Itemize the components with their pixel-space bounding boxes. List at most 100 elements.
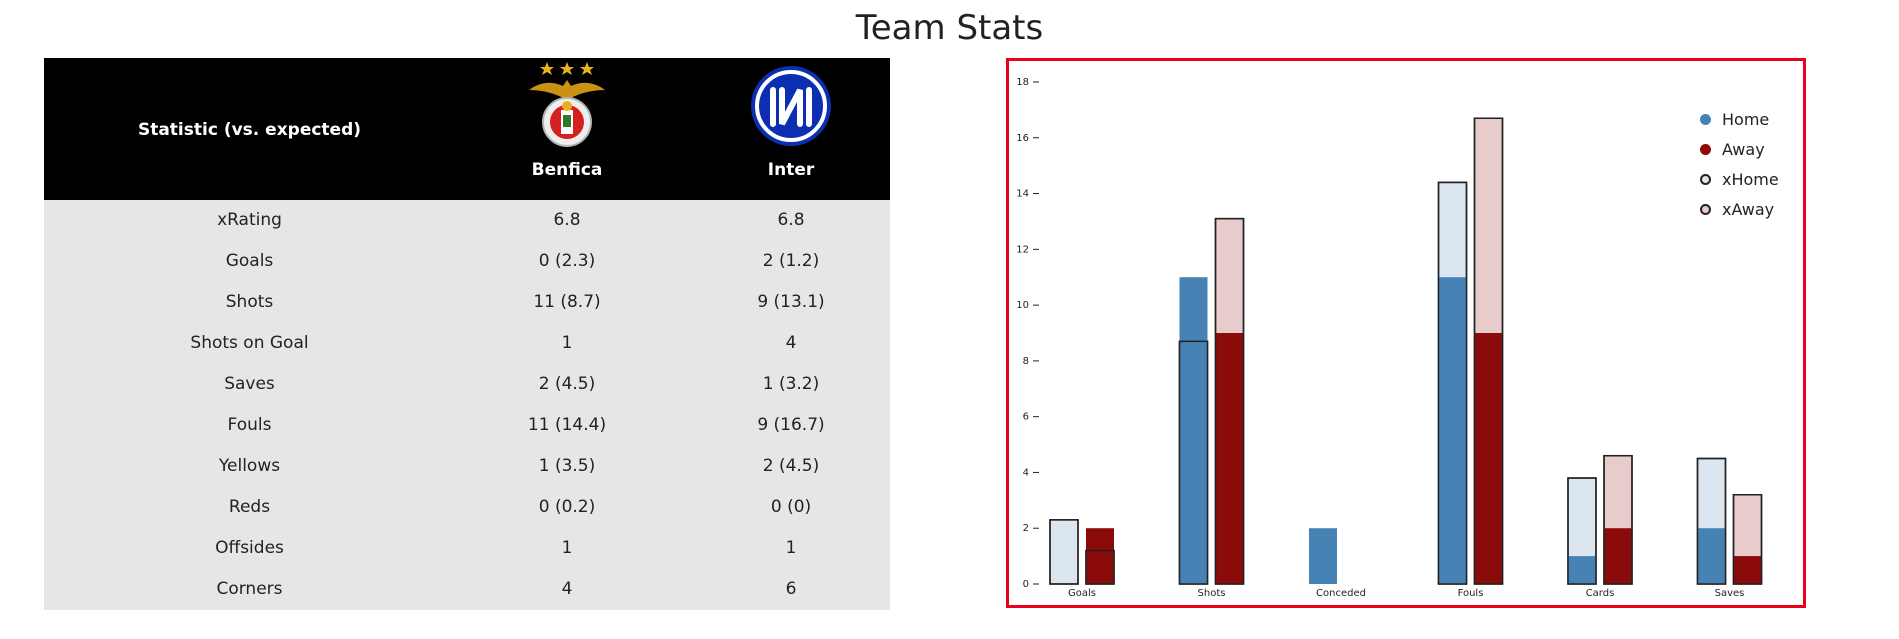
benfica-crest-icon (529, 62, 605, 147)
bar-chart: 0 2 4 6 8 10 12 14 16 18 Goals Shots Conceded Fouls Ca… (1016, 77, 1763, 599)
home-value: 11 (8.7) (533, 292, 601, 312)
stat-label: Reds (228, 497, 271, 517)
away-value: 6 (785, 579, 797, 599)
home-value: 0 (0.2) (538, 497, 596, 517)
y-tick-label: 14 (1016, 189, 1029, 200)
stat-label: Yellows (218, 456, 281, 476)
stat-label: Fouls (227, 415, 272, 435)
x-tick-label: Conceded (1316, 588, 1366, 599)
xhome-bar-outline (1178, 340, 1209, 585)
legend-label-xaway: xAway (1722, 200, 1775, 219)
inter-crest-icon (751, 66, 831, 146)
home-value: 1 (561, 333, 573, 353)
x-tick-label: Fouls (1458, 588, 1484, 599)
table-row: Offsides 1 1 (44, 528, 890, 569)
x-tick-label: Cards (1586, 588, 1615, 599)
home-bar (1697, 528, 1726, 584)
xhome-bar (1049, 519, 1079, 585)
away-value: 9 (16.7) (757, 415, 825, 435)
away-bar (1215, 333, 1244, 584)
stat-label: Shots on Goal (190, 333, 309, 353)
xaway-bar-outline (1085, 549, 1115, 585)
stat-label: xRating (217, 210, 282, 230)
legend-item-xhome: xHome (1700, 168, 1810, 198)
legend-label-home: Home (1722, 110, 1770, 129)
away-value: 1 (785, 538, 797, 558)
table-row: Yellows 1 (3.5) 2 (4.5) (44, 446, 890, 487)
away-value: 6.8 (777, 210, 805, 230)
away-value: 4 (785, 333, 797, 353)
table-row: Reds 0 (0.2) 0 (0) (44, 487, 890, 528)
table-row: Goals 0 (2.3) 2 (1.2) (44, 241, 890, 282)
xaway-bar-outline (1214, 217, 1245, 585)
legend-label-away: Away (1722, 140, 1765, 159)
chart-frame: 0 2 4 6 8 10 12 14 16 18 Goals Shots Conceded Fouls Ca… (1006, 58, 1806, 608)
y-tick-label: 0 (1023, 579, 1029, 590)
legend-marker-away (1700, 144, 1711, 155)
x-tick-label: Shots (1198, 588, 1226, 599)
legend-marker-xaway (1700, 204, 1711, 215)
table-row: xRating 6.8 6.8 (44, 200, 890, 241)
legend-marker-home (1700, 114, 1711, 125)
stat-label: Goals (225, 251, 274, 271)
xaway-bar-outline (1603, 454, 1633, 585)
table-row: Corners 4 6 (44, 569, 890, 610)
home-team-header: Benfica (455, 58, 679, 200)
table-row: Shots on Goal 1 4 (44, 323, 890, 364)
away-bar (1733, 556, 1762, 584)
legend-label-xhome: xHome (1722, 170, 1779, 189)
xhome-bar-outline (1049, 519, 1079, 585)
away-bar (1474, 333, 1503, 584)
away-team-name: Inter (767, 160, 815, 180)
away-value: 1 (3.2) (762, 374, 820, 394)
stats-table-header: Statistic (vs. expected) Benfica Inter (44, 58, 890, 200)
table-row: Shots 11 (8.7) 9 (13.1) (44, 282, 890, 323)
stat-label: Offsides (215, 538, 284, 558)
home-bar (1568, 556, 1596, 584)
statistic-column-header: Statistic (vs. expected) (137, 120, 362, 140)
table-row: Saves 2 (4.5) 1 (3.2) (44, 364, 890, 405)
legend-item-xaway: xAway (1700, 198, 1810, 228)
home-value: 11 (14.4) (527, 415, 607, 435)
stat-label: Shots (225, 292, 274, 312)
chart-legend: Home Away xHome xAway (1700, 108, 1810, 228)
legend-item-home: Home (1700, 108, 1810, 138)
home-value: 1 (561, 538, 573, 558)
home-value: 2 (4.5) (538, 374, 596, 394)
home-bar (1438, 277, 1467, 584)
xaway-bar-outline (1732, 494, 1763, 585)
y-tick-label: 18 (1016, 77, 1029, 88)
xhome-bar-outline (1567, 477, 1597, 585)
x-tick-label: Saves (1715, 588, 1745, 599)
away-value: 9 (13.1) (757, 292, 825, 312)
away-bar (1604, 528, 1632, 584)
home-value: 1 (3.5) (538, 456, 596, 476)
xaway-bar-outline (1473, 117, 1504, 585)
away-bar (1086, 528, 1114, 584)
legend-item-away: Away (1700, 138, 1810, 168)
away-team-header: Inter (679, 58, 903, 200)
home-bar (1309, 528, 1337, 584)
xhome-bar-outline (1437, 181, 1468, 585)
home-value: 0 (2.3) (538, 251, 596, 271)
legend-marker-xhome (1700, 174, 1711, 185)
away-value: 2 (1.2) (762, 251, 820, 271)
away-value: 0 (0) (770, 497, 812, 517)
home-team-name: Benfica (531, 160, 603, 180)
stats-table-body: xRating 6.8 6.8 Goals 0 (2.3) 2 (1.2) Sh… (44, 200, 890, 610)
table-row: Fouls 11 (14.4) 9 (16.7) (44, 405, 890, 446)
page-title: Team Stats (855, 8, 1044, 48)
y-tick-label: 16 (1016, 133, 1029, 144)
y-tick-label: 4 (1023, 467, 1029, 478)
home-value: 4 (561, 579, 573, 599)
x-tick-label: Goals (1068, 588, 1096, 599)
y-tick-label: 12 (1016, 244, 1029, 255)
xhome-bar-outline (1696, 457, 1727, 585)
home-value: 6.8 (553, 210, 581, 230)
stat-label: Saves (224, 374, 275, 394)
y-tick-label: 10 (1016, 300, 1029, 311)
y-tick-label: 8 (1023, 356, 1029, 367)
home-bar (1179, 277, 1208, 584)
stat-label: Corners (216, 579, 283, 599)
y-tick-label: 2 (1023, 523, 1029, 534)
